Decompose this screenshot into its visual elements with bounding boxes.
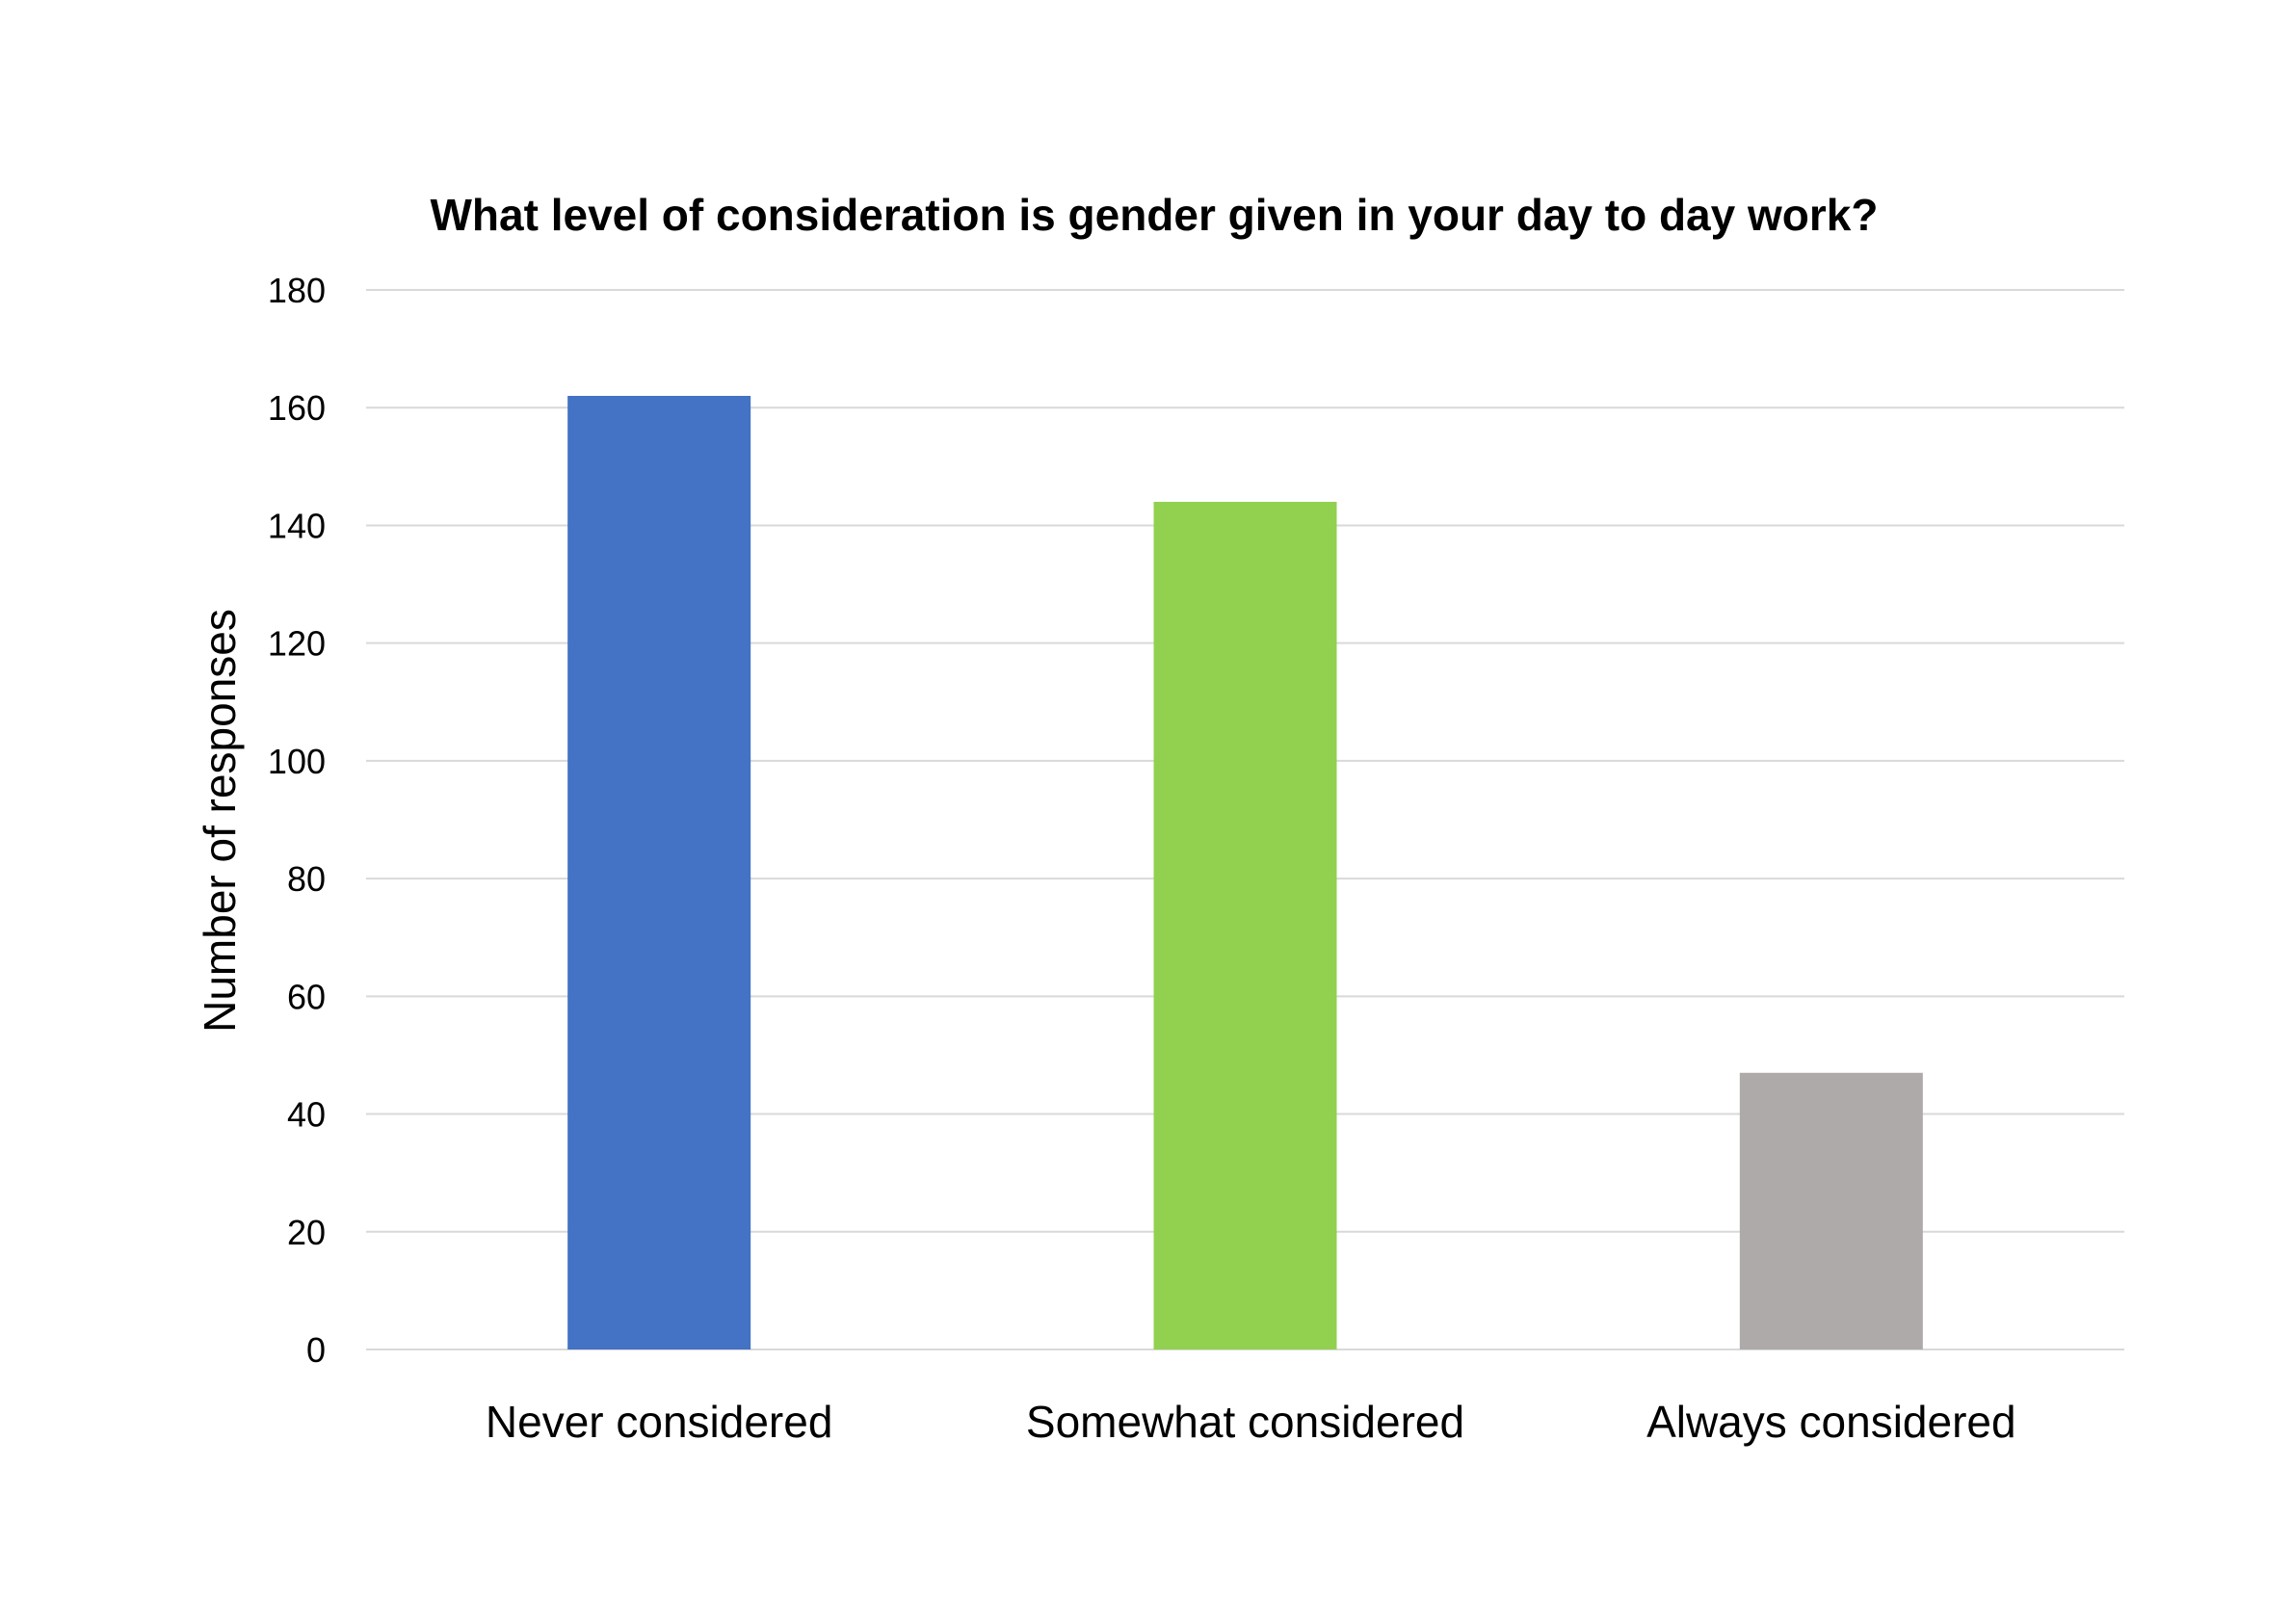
y-tick-label: 0 bbox=[306, 1330, 326, 1370]
x-axis-categories: Never considered Somewhat considered Alway… bbox=[486, 1397, 2016, 1447]
y-tick-label: 100 bbox=[268, 742, 326, 781]
y-tick-label: 140 bbox=[268, 506, 326, 545]
y-axis-ticks: 0 20 40 60 80 100 120 140 160 180 bbox=[268, 271, 326, 1370]
bar-never-considered bbox=[567, 396, 751, 1349]
x-category-label: Always considered bbox=[1646, 1397, 2016, 1447]
x-category-label: Never considered bbox=[486, 1397, 833, 1447]
y-tick-label: 60 bbox=[287, 977, 326, 1016]
y-tick-label: 20 bbox=[287, 1213, 326, 1252]
y-tick-label: 80 bbox=[287, 859, 326, 899]
x-category-label: Somewhat considered bbox=[1026, 1397, 1464, 1447]
chart-title: What level of consideration is gender gi… bbox=[431, 190, 1879, 240]
y-tick-label: 180 bbox=[268, 271, 326, 310]
bar-always-considered bbox=[1739, 1072, 1923, 1349]
y-axis-label: Number of responses bbox=[195, 609, 245, 1033]
bar-somewhat-considered bbox=[1153, 502, 1337, 1349]
bars bbox=[567, 396, 1923, 1349]
y-tick-label: 120 bbox=[268, 624, 326, 664]
y-tick-label: 160 bbox=[268, 388, 326, 428]
y-tick-label: 40 bbox=[287, 1095, 326, 1135]
